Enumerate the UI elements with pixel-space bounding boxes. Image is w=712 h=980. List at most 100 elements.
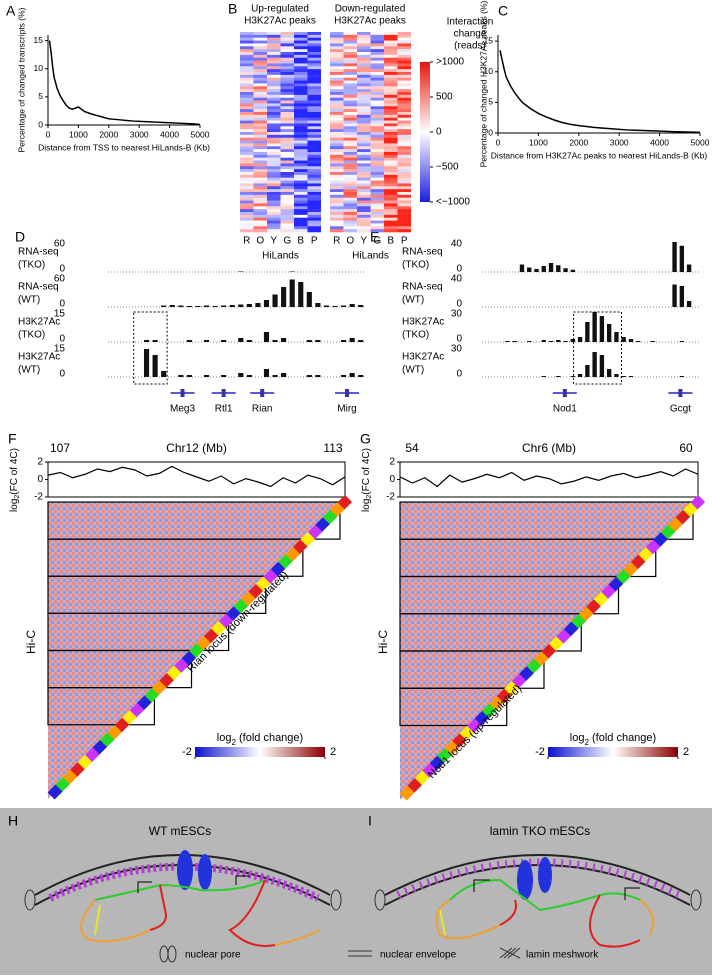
colorbar-label: -2	[535, 746, 545, 758]
heatmap-cell	[343, 172, 357, 176]
heatmap-cell	[397, 152, 411, 156]
heatmap-cell	[397, 69, 411, 73]
heatmap-cell	[253, 86, 267, 90]
heatmap-cell	[357, 94, 371, 99]
heatmap-cell	[397, 192, 411, 196]
heatmap-cell	[267, 83, 281, 87]
heatmap-cell	[330, 34, 344, 39]
track-scale: 0	[59, 369, 65, 380]
heatmap-cell	[343, 174, 357, 179]
heatmap-cell	[307, 160, 321, 164]
heatmap-cell	[357, 154, 371, 159]
heatmap-cell	[280, 37, 294, 41]
heatmap-cell	[397, 112, 411, 116]
heatmap-cell	[330, 134, 344, 139]
heatmap-cell	[280, 43, 294, 47]
heatmap-cell	[397, 220, 411, 224]
heatmap-cell	[240, 120, 254, 124]
heatmap-cell	[357, 74, 371, 79]
track-bar	[212, 306, 218, 307]
heatmap-cell	[384, 177, 398, 181]
heatmap-cell	[330, 154, 344, 159]
heatmap-cell	[253, 120, 267, 124]
heatmap-cell	[307, 149, 321, 153]
x-axis-title: Chr12 (Mb)	[166, 441, 227, 455]
heatmap-x-label: HiLands	[262, 251, 299, 262]
heatmap-cell	[357, 34, 371, 39]
heatmap-cell	[357, 209, 371, 213]
heatmap-cell	[294, 172, 308, 176]
4c-line	[47, 465, 346, 488]
heatmap-cell	[240, 100, 254, 104]
legend-label: nuclear pore	[185, 950, 241, 961]
heatmap-cell	[330, 109, 344, 113]
panel-label: I	[368, 813, 372, 829]
heatmap-cell	[370, 229, 384, 233]
y-tick-label: 10	[484, 66, 494, 76]
track-bar	[289, 279, 295, 307]
heatmap-cell	[307, 54, 321, 59]
heatmap-cell	[370, 177, 384, 181]
heatmap-cell	[357, 172, 371, 176]
heatmap-cell	[294, 197, 308, 201]
heatmap-cell	[384, 169, 398, 173]
heatmap-cell	[330, 197, 344, 201]
track-bar	[577, 337, 583, 342]
track-bar	[178, 375, 184, 377]
gene-name: Mirg	[337, 404, 356, 415]
heatmap-cell	[240, 60, 254, 64]
heatmap-cell	[370, 72, 384, 76]
heatmap-cell	[370, 160, 384, 164]
heatmap-cell	[330, 183, 344, 187]
track-bar	[570, 376, 576, 377]
heatmap-cell	[253, 54, 267, 59]
heatmap-cell	[240, 112, 254, 116]
heatmap-cell	[253, 89, 267, 93]
heatmap-cell	[357, 214, 371, 219]
heatmap-cell	[370, 143, 384, 147]
heatmap-cell	[370, 109, 384, 113]
heatmap-cell	[397, 86, 411, 90]
heatmap-cell	[357, 72, 371, 76]
heatmap-cell	[330, 117, 344, 121]
heatmap-cell	[240, 103, 254, 107]
x-tick-label: 2000	[569, 137, 588, 147]
heatmap-cell	[330, 132, 344, 136]
heatmap-cell	[384, 60, 398, 64]
heatmap-cell	[397, 34, 411, 39]
heatmap-cell	[280, 97, 294, 101]
heatmap-cell	[253, 149, 267, 153]
heatmap-cell	[384, 109, 398, 113]
heatmap-cell	[357, 117, 371, 121]
track-bar	[238, 338, 244, 342]
line	[48, 40, 201, 126]
panel-label: A	[6, 3, 16, 19]
colorbar-label: -2	[182, 746, 192, 758]
heatmap-cell	[280, 49, 294, 53]
heatmap-cell	[294, 132, 308, 136]
track-bar	[628, 376, 634, 377]
heatmap-cell	[307, 206, 321, 210]
heatmap-cell	[267, 169, 281, 173]
heatmap-cell	[357, 203, 371, 207]
heatmap-cell	[384, 63, 398, 67]
illustration-i	[374, 854, 702, 948]
heatmap-cell	[343, 149, 357, 153]
heatmap-column-label: B	[297, 236, 304, 247]
heatmap-cell	[370, 163, 384, 167]
heatmap-cell	[294, 140, 308, 144]
heatmap-cell	[240, 152, 254, 156]
heatmap-cell	[330, 129, 344, 133]
heatmap-cell	[370, 220, 384, 224]
heatmap-cell	[357, 217, 371, 221]
heatmap-cell	[294, 152, 308, 156]
heatmap-cell	[307, 66, 321, 70]
heatmap-cell	[307, 77, 321, 81]
heatmap-cell	[280, 106, 294, 110]
hic-label: Hi-C	[24, 630, 38, 654]
heatmap-cell	[253, 112, 267, 116]
track-bar	[263, 369, 270, 377]
track-bar	[686, 301, 692, 307]
heatmap-cell	[370, 223, 384, 227]
heatmap-cell	[397, 109, 411, 113]
